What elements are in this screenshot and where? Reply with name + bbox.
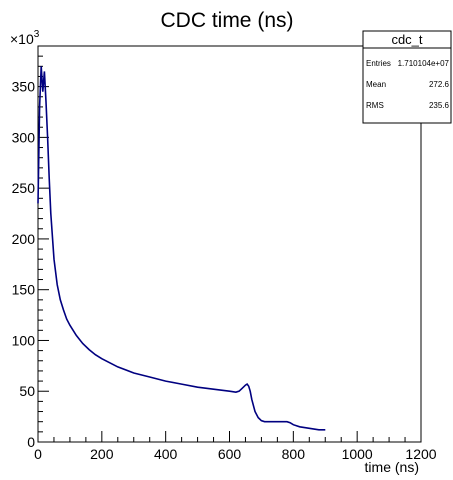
y-axis-multiplier: ×103 [10,29,40,47]
x-tick-label: 400 [154,446,178,462]
stats-rms-value: 235.6 [429,101,450,110]
stats-box: cdc_t Entries 1.710104e+07 Mean 272.6 RM… [362,30,452,124]
stats-entries-value: 1.710104e+07 [398,59,450,68]
stats-mean-value: 272.6 [429,80,450,89]
x-tick-label: 1000 [342,446,373,462]
series-line [37,66,326,431]
stats-name: cdc_t [391,32,422,47]
x-tick-label: 600 [218,446,242,462]
y-tick-label: 50 [19,383,35,399]
stats-mean-label: Mean [366,80,386,89]
y-axis: 0 50 100 150 200 250 300 350 [12,45,49,450]
stats-box-frame [362,30,452,124]
y-tick-label: 200 [12,231,36,247]
y-tick-label: 350 [12,79,36,95]
y-tick-label: 250 [12,180,36,196]
x-axis: 0 200 400 600 800 1000 1200 [34,431,437,462]
x-tick-label: 0 [34,446,42,462]
x-tick-label: 1200 [405,446,436,462]
y-tick-label: 0 [27,434,35,450]
stats-rms-label: RMS [366,101,384,110]
x-axis-title: time (ns) [365,459,419,475]
y-multiplier-base: ×10 [10,31,34,47]
chart-title: CDC time (ns) [160,9,293,32]
x-tick-label: 200 [90,446,114,462]
y-tick-label: 100 [12,332,36,348]
stats-entries-label: Entries [366,59,391,68]
y-tick-label: 150 [12,282,36,298]
x-tick-label: 800 [282,446,306,462]
y-multiplier-exponent: 3 [34,29,40,40]
y-tick-label: 300 [12,129,36,145]
